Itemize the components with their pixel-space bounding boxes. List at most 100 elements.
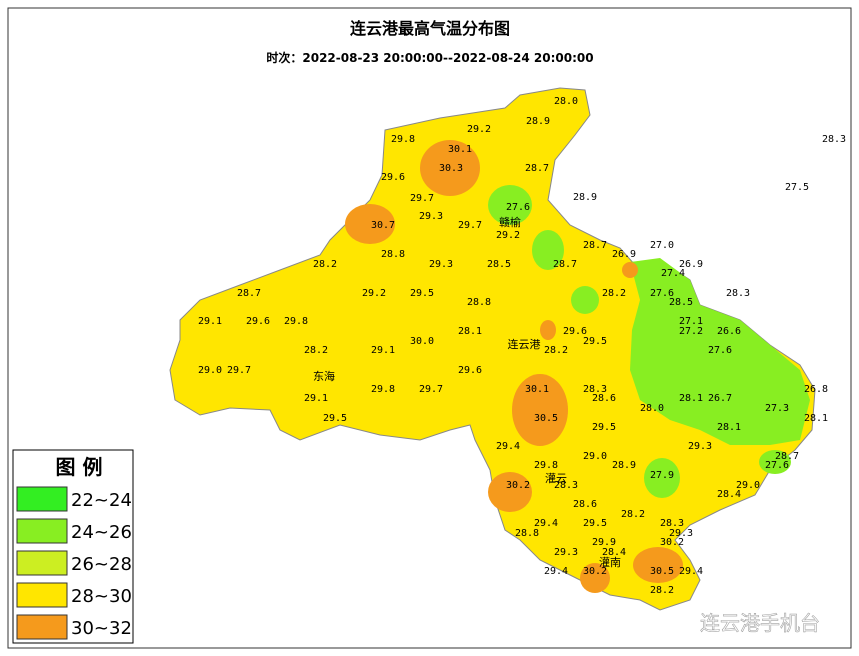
station-value: 29.5 — [323, 413, 347, 424]
station-value: 29.7 — [458, 220, 482, 231]
station-value: 28.7 — [237, 288, 261, 299]
station-value: 28.6 — [573, 499, 597, 510]
station-value: 29.8 — [371, 384, 395, 395]
station-value: 26.9 — [612, 249, 636, 260]
station-value: 29.0 — [198, 365, 222, 376]
place-name: 灌南 — [599, 556, 621, 569]
legend-title: 图 例 — [56, 455, 103, 479]
station-value: 30.3 — [439, 163, 463, 174]
station-value: 29.6 — [563, 326, 587, 337]
station-value: 30.5 — [534, 413, 558, 424]
legend-label: 28~30 — [71, 586, 132, 607]
station-value: 28.3 — [726, 288, 750, 299]
station-value: 27.6 — [650, 288, 674, 299]
station-value: 27.2 — [679, 326, 703, 337]
legend-swatch — [16, 518, 68, 544]
station-value: 28.2 — [304, 345, 328, 356]
station-value: 30.2 — [506, 480, 530, 491]
station-value: 26.6 — [717, 326, 741, 337]
station-value: 28.3 — [822, 134, 846, 145]
station-value: 28.2 — [313, 259, 337, 270]
station-value: 26.8 — [804, 384, 828, 395]
station-value: 29.7 — [227, 365, 251, 376]
station-value: 27.5 — [785, 182, 809, 193]
hot-zone — [540, 320, 556, 340]
station-value: 29.7 — [419, 384, 443, 395]
station-value: 30.2 — [583, 566, 607, 577]
legend-swatch — [16, 550, 68, 576]
station-value: 29.2 — [467, 124, 491, 135]
station-value: 28.6 — [592, 393, 616, 404]
station-value: 29.1 — [198, 316, 222, 327]
station-value: 27.1 — [679, 316, 703, 327]
station-value: 29.5 — [583, 518, 607, 529]
warm-zone — [759, 450, 791, 474]
station-value: 29.5 — [592, 422, 616, 433]
station-value: 29.3 — [554, 547, 578, 558]
station-value: 28.3 — [583, 384, 607, 395]
station-value: 28.8 — [515, 528, 539, 539]
place-name: 赣榆 — [499, 215, 521, 229]
station-value: 27.6 — [506, 202, 530, 213]
place-name: 连云港 — [508, 338, 541, 351]
station-value: 29.4 — [496, 441, 520, 452]
station-value: 30.0 — [410, 336, 434, 347]
legend-swatch — [16, 614, 68, 640]
hot-zone — [420, 140, 480, 196]
station-value: 28.7 — [525, 163, 549, 174]
station-value: 28.1 — [804, 413, 828, 424]
station-value: 28.4 — [602, 547, 626, 558]
station-value: 29.3 — [419, 211, 443, 222]
station-value: 28.2 — [650, 585, 674, 596]
legend-label: 24~26 — [71, 522, 132, 543]
station-value: 30.7 — [371, 220, 395, 231]
legend-label: 26~28 — [71, 554, 132, 575]
legend-swatch — [16, 582, 68, 608]
station-value: 30.1 — [525, 384, 549, 395]
warm-zone — [532, 230, 564, 270]
station-value: 29.3 — [669, 528, 693, 539]
place-name: 灌云 — [545, 472, 567, 485]
title: 连云港最高气温分布图 — [350, 19, 510, 38]
hot-zone — [488, 472, 532, 512]
station-value: 28.3 — [554, 480, 578, 491]
station-value: 28.8 — [381, 249, 405, 260]
station-value: 30.2 — [660, 537, 684, 548]
hot-zone — [633, 547, 683, 583]
station-value: 28.4 — [717, 489, 741, 500]
station-value: 28.0 — [554, 96, 578, 107]
hot-zone — [512, 374, 568, 446]
legend-label: 30~32 — [71, 618, 132, 639]
station-value: 27.9 — [650, 470, 674, 481]
station-value: 29.3 — [429, 259, 453, 270]
warm-zone — [488, 185, 532, 225]
station-value: 29.5 — [583, 336, 607, 347]
station-value: 29.4 — [544, 566, 568, 577]
station-value: 27.6 — [765, 460, 789, 471]
station-value: 27.4 — [661, 268, 685, 279]
station-value: 28.1 — [717, 422, 741, 433]
station-value: 29.2 — [496, 230, 520, 241]
station-value: 30.1 — [448, 144, 472, 155]
station-value: 29.3 — [688, 441, 712, 452]
station-value: 28.1 — [679, 393, 703, 404]
station-value: 28.0 — [640, 403, 664, 414]
station-value: 27.6 — [708, 345, 732, 356]
station-value: 28.5 — [487, 259, 511, 270]
station-value: 29.7 — [410, 193, 434, 204]
station-value: 29.6 — [458, 365, 482, 376]
station-value: 29.9 — [592, 537, 616, 548]
hot-zone — [622, 262, 638, 278]
station-value: 28.2 — [621, 509, 645, 520]
station-value: 28.9 — [526, 116, 550, 127]
station-value: 27.3 — [765, 403, 789, 414]
station-value: 28.5 — [669, 297, 693, 308]
station-value: 28.7 — [775, 451, 799, 462]
warm-zone — [630, 258, 810, 445]
warm-zone — [571, 286, 599, 314]
station-value: 29.0 — [583, 451, 607, 462]
station-value: 26.7 — [708, 393, 732, 404]
station-value: 29.6 — [246, 316, 270, 327]
station-value: 29.8 — [534, 460, 558, 471]
